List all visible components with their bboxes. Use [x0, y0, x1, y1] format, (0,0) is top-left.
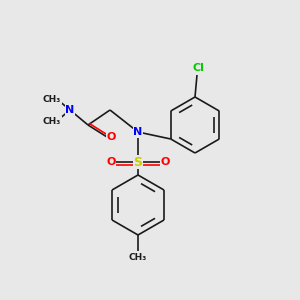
Text: O: O [106, 157, 116, 167]
Text: O: O [160, 157, 170, 167]
Text: N: N [134, 127, 142, 137]
Text: Cl: Cl [192, 63, 204, 73]
Text: O: O [106, 132, 116, 142]
Text: N: N [65, 105, 75, 115]
Text: CH₃: CH₃ [43, 94, 61, 103]
Text: CH₃: CH₃ [129, 253, 147, 262]
Text: CH₃: CH₃ [43, 116, 61, 125]
Text: S: S [134, 155, 142, 169]
